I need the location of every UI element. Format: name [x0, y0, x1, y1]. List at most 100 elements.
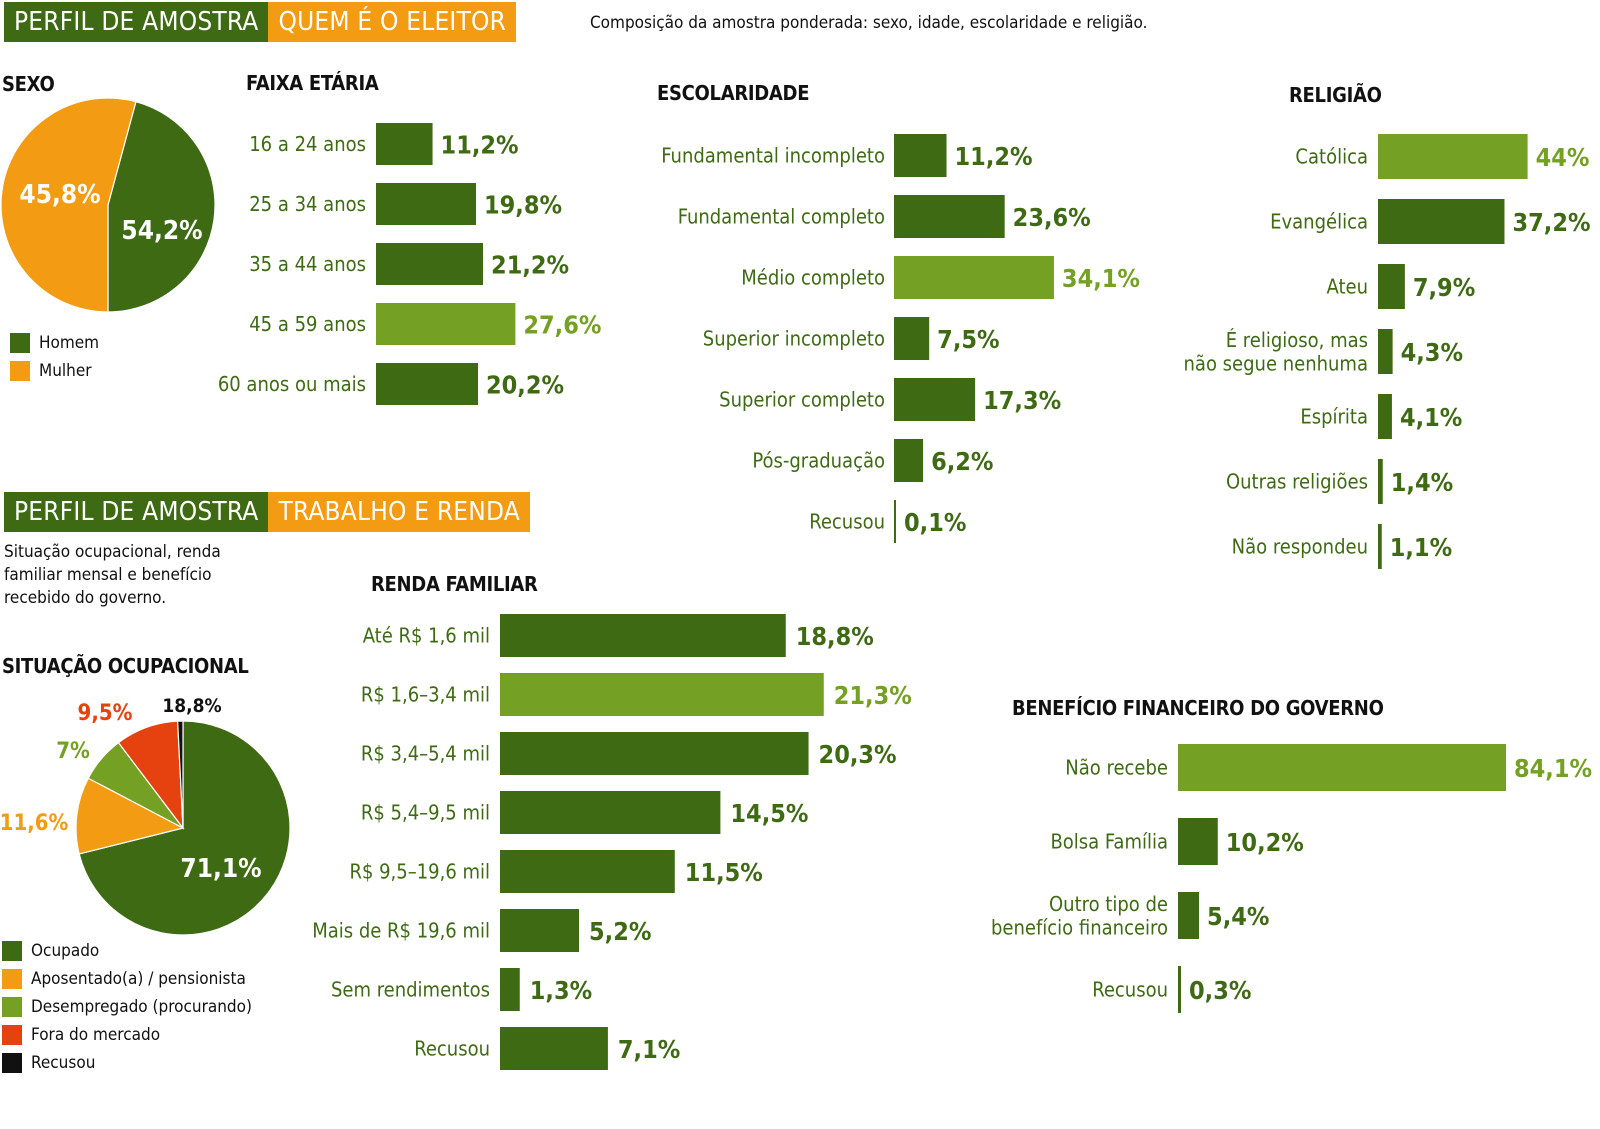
bar-faixa-3	[376, 303, 516, 345]
category-label-escolaridade-6: Recusou	[809, 510, 885, 534]
pie-slice-ocupacional-0	[78, 720, 291, 936]
category-label-beneficio-1: Bolsa Família	[1050, 830, 1168, 854]
legend-item-ocupacional-1: Aposentado(a) / pensionista	[2, 965, 252, 993]
value-label-beneficio-3: 0,3%	[1189, 976, 1251, 1005]
legend-item-sexo-0: Homem	[10, 329, 99, 357]
legend-swatch	[10, 333, 30, 353]
header-1-left: PERFIL DE AMOSTRA	[4, 2, 269, 42]
category-label-renda-0: Até R$ 1,6 mil	[363, 624, 490, 648]
bar-religiao-1	[1378, 199, 1505, 244]
pie-label-ocupacional-3: 9,5%	[78, 701, 133, 726]
category-label-religiao-3: não segue nenhuma	[1184, 352, 1368, 376]
header-2-description: Situação ocupacional, renda familiar men…	[4, 541, 221, 610]
value-label-escolaridade-5: 6,2%	[931, 447, 993, 476]
value-label-beneficio-1: 10,2%	[1226, 828, 1304, 857]
category-label-escolaridade-2: Médio completo	[741, 266, 885, 290]
value-label-escolaridade-3: 7,5%	[937, 325, 999, 354]
legend-swatch	[2, 1025, 22, 1045]
value-label-beneficio-0: 84,1%	[1514, 754, 1592, 783]
bar-escolaridade-1	[894, 195, 1005, 238]
pie-label-ocupacional-1: 11,6%	[0, 811, 68, 836]
legend-swatch	[10, 361, 30, 381]
bar-escolaridade-5	[894, 439, 924, 482]
category-label-renda-2: R$ 3,4–5,4 mil	[361, 742, 490, 766]
legend-label: Desempregado (procurando)	[31, 997, 252, 1017]
bar-beneficio-2	[1178, 892, 1200, 939]
category-label-renda-4: R$ 9,5–19,6 mil	[349, 860, 490, 884]
beneficio-title: BENEFÍCIO FINANCEIRO DO GOVERNO	[1012, 696, 1384, 720]
legend-label: Mulher	[39, 361, 92, 381]
legend-item-sexo-1: Mulher	[10, 357, 99, 385]
category-label-renda-3: R$ 5,4–9,5 mil	[361, 801, 490, 825]
beneficio-bar-chart: Não recebe 84,1% Bolsa Família 10,2% Outro t…	[991, 744, 1592, 1013]
legend-item-ocupacional-4: Recusou	[2, 1049, 252, 1077]
faixa-bar-chart: 16 a 24 anos 11,2% 25 a 34 anos 19,8% 35 a 4…	[218, 123, 601, 405]
pie-label-ocupacional-0: 71,1%	[180, 854, 261, 884]
category-label-escolaridade-5: Pós-graduação	[752, 449, 885, 473]
bar-escolaridade-0	[894, 134, 947, 177]
category-label-escolaridade-4: Superior completo	[719, 388, 885, 412]
bar-renda-4	[500, 850, 675, 893]
value-label-religiao-6: 1,1%	[1390, 533, 1452, 562]
bar-escolaridade-4	[894, 378, 976, 421]
category-label-renda-7: Recusou	[414, 1037, 490, 1061]
category-label-faixa-4: 60 anos ou mais	[218, 372, 366, 396]
legend-label: Homem	[39, 333, 100, 353]
bar-renda-5	[500, 909, 580, 952]
bar-religiao-4	[1378, 394, 1392, 439]
value-label-renda-7: 7,1%	[618, 1035, 680, 1064]
renda-bar-chart: Até R$ 1,6 mil 18,8% R$ 1,6–3,4 mil 21,3% R$…	[312, 614, 912, 1070]
sexo-pie-chart: 45,8% 54,2%	[0, 97, 216, 313]
category-label-escolaridade-3: Superior incompleto	[703, 327, 885, 351]
bar-faixa-4	[376, 363, 479, 405]
value-label-religiao-5: 1,4%	[1391, 468, 1453, 497]
bar-renda-6	[500, 968, 520, 1011]
header-1-subtitle: Composição da amostra ponderada: sexo, i…	[590, 13, 1148, 33]
bar-beneficio-3	[1178, 966, 1181, 1013]
value-label-faixa-4: 20,2%	[486, 371, 564, 400]
value-label-religiao-3: 4,3%	[1401, 338, 1463, 367]
religiao-title: RELIGIÃO	[1289, 83, 1382, 107]
religiao-bar-chart: Católica 44% Evangélica 37,2% Ateu 7,9% É reli…	[1184, 134, 1591, 569]
pie-slice-ocupacional-1	[75, 777, 185, 855]
value-label-faixa-0: 11,2%	[441, 131, 519, 160]
value-label-renda-1: 21,3%	[834, 681, 912, 710]
bar-renda-1	[500, 673, 824, 716]
pie-slice-ocupacional-4	[176, 720, 184, 829]
legend-swatch	[2, 1053, 22, 1073]
value-label-religiao-4: 4,1%	[1400, 403, 1462, 432]
value-label-renda-0: 18,8%	[796, 622, 874, 651]
sexo-title: SEXO	[2, 72, 55, 96]
bar-escolaridade-2	[894, 256, 1054, 299]
legend-label: Ocupado	[31, 941, 100, 961]
value-label-escolaridade-2: 34,1%	[1062, 264, 1140, 293]
bar-renda-3	[500, 791, 721, 834]
category-label-beneficio-3: Recusou	[1092, 978, 1168, 1002]
value-label-religiao-0: 44%	[1536, 143, 1590, 172]
bar-faixa-0	[376, 123, 433, 165]
description-line: Situação ocupacional, renda	[4, 542, 221, 562]
bar-faixa-2	[376, 243, 484, 285]
value-label-faixa-2: 21,2%	[491, 251, 569, 280]
ocupacional-title: SITUAÇÃO OCUPACIONAL	[2, 654, 249, 678]
value-label-escolaridade-6: 0,1%	[904, 508, 966, 537]
bar-faixa-1	[376, 183, 476, 225]
value-label-renda-2: 20,3%	[819, 740, 897, 769]
ocupacional-legend: Ocupado Aposentado(a) / pensionista Desemp…	[2, 937, 252, 1077]
bar-religiao-2	[1378, 264, 1405, 309]
bar-religiao-3	[1378, 329, 1393, 374]
bar-escolaridade-6	[894, 500, 896, 543]
bar-religiao-6	[1378, 524, 1382, 569]
header-2-left: PERFIL DE AMOSTRA	[4, 492, 269, 532]
category-label-religiao-6: Não respondeu	[1232, 535, 1368, 559]
legend-swatch	[2, 969, 22, 989]
header-band-2: PERFIL DE AMOSTRA TRABALHO E RENDA	[4, 492, 530, 532]
header-band-1: PERFIL DE AMOSTRA QUEM É O ELEITOR	[4, 2, 517, 42]
value-label-escolaridade-1: 23,6%	[1013, 203, 1091, 232]
category-label-renda-6: Sem rendimentos	[331, 978, 490, 1002]
category-label-beneficio-0: Não recebe	[1065, 756, 1168, 780]
value-label-renda-5: 5,2%	[589, 917, 651, 946]
category-label-beneficio-2: Outro tipo de	[1049, 892, 1168, 916]
category-label-escolaridade-1: Fundamental completo	[678, 205, 885, 229]
category-label-faixa-1: 25 a 34 anos	[249, 192, 366, 216]
